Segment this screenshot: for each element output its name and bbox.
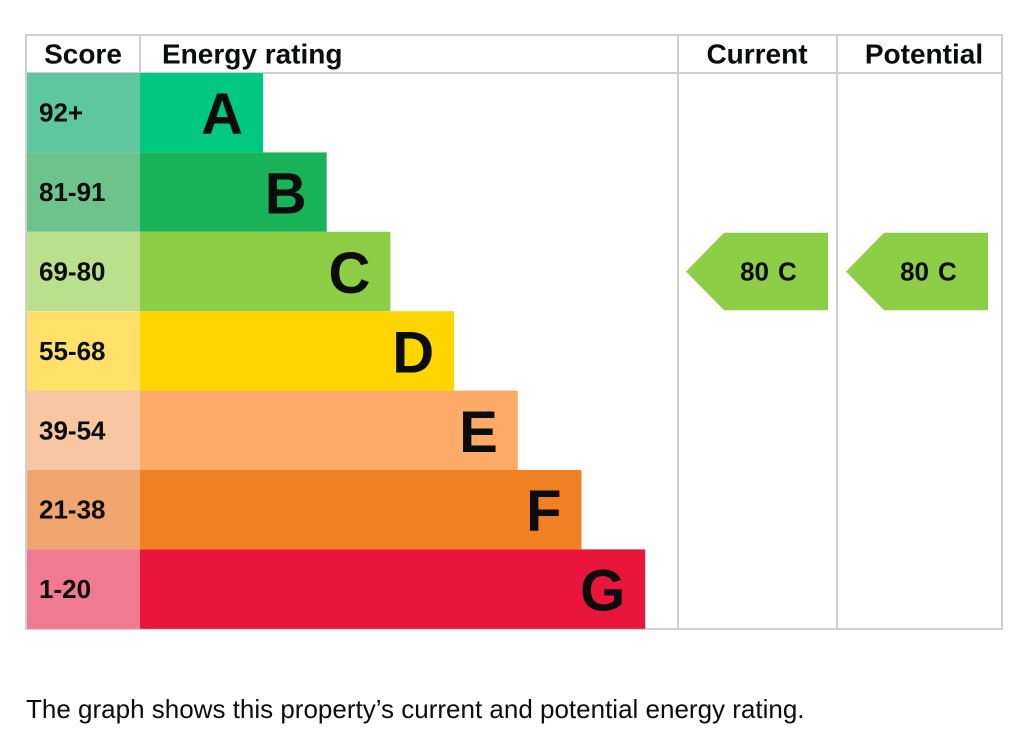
header: Score <box>44 39 122 70</box>
score-cell <box>27 152 140 232</box>
score-label: 55-68 <box>39 336 106 366</box>
current-score: 80 <box>740 257 769 287</box>
rating-bar <box>140 390 518 470</box>
rating-letter: C <box>329 241 371 306</box>
score-label: 92+ <box>39 98 83 128</box>
score-label: 81-91 <box>39 177 106 207</box>
score-label: 69-80 <box>39 257 106 287</box>
score-cell <box>27 390 140 470</box>
rating-letter: B <box>265 162 307 227</box>
rating-letter: G <box>580 559 625 624</box>
footer: The graph shows this property’s current … <box>26 694 805 724</box>
potential-letter: C <box>938 257 957 287</box>
header: Energy rating <box>162 39 342 70</box>
header: Current <box>706 39 807 70</box>
score-label: 39-54 <box>39 415 106 445</box>
rating-letter: D <box>392 320 434 385</box>
rating-bar <box>140 152 327 232</box>
score-cell <box>27 73 140 153</box>
rating-bar <box>140 73 263 153</box>
score-cell <box>27 470 140 550</box>
current-letter: C <box>778 257 797 287</box>
score-cell <box>27 231 140 312</box>
rating-letter: A <box>201 82 243 147</box>
rating-letter: E <box>459 400 498 465</box>
score-label: 1-20 <box>39 574 91 604</box>
rating-bar <box>140 470 582 550</box>
rating-bar <box>140 311 455 391</box>
rating-bar <box>140 549 646 629</box>
potential-score: 80 <box>900 257 929 287</box>
header: Potential <box>865 39 983 70</box>
score-cell <box>27 311 140 391</box>
rating-bar <box>140 231 391 312</box>
score-cell <box>27 549 140 629</box>
current-arrow <box>686 232 828 311</box>
score-label: 21-38 <box>39 495 106 525</box>
rating-letter: F <box>526 479 561 544</box>
potential-arrow <box>846 232 988 311</box>
table-border <box>25 34 1003 630</box>
